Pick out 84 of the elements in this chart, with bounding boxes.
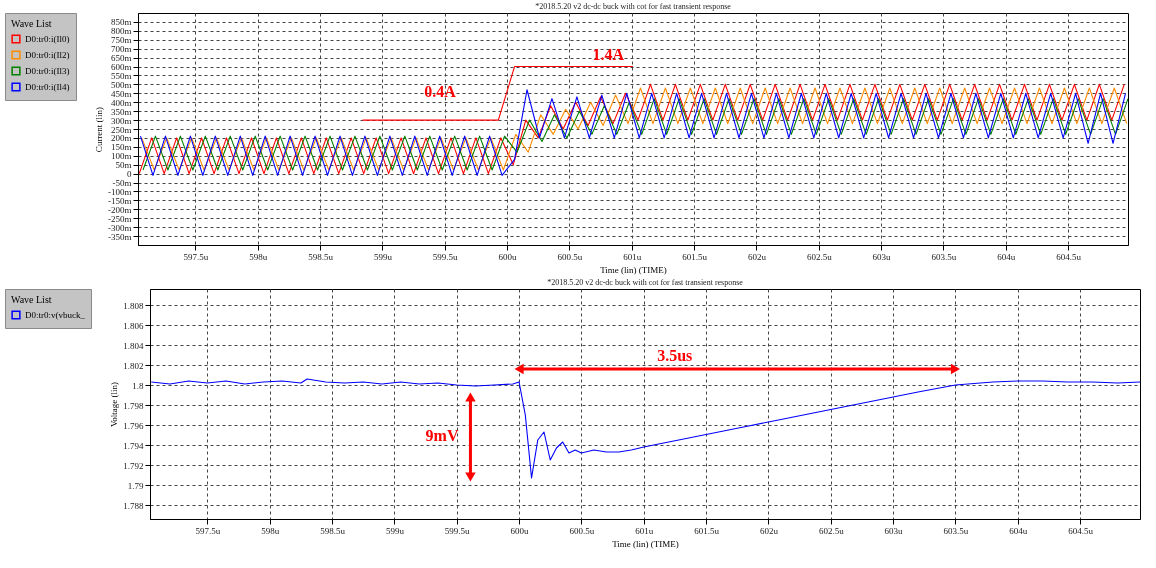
- y-tick-label: -350m: [108, 231, 132, 242]
- y-tick-label: -200m: [108, 204, 132, 215]
- legend-title: Wave List: [11, 294, 52, 305]
- annotation: 1.4A: [592, 45, 625, 63]
- y-tick-label: 1.788: [123, 500, 144, 511]
- y-tick-label: 1.794: [123, 440, 144, 451]
- x-axis-title: Time (lin) (TIME): [612, 538, 679, 549]
- y-tick-label: 1.806: [123, 320, 144, 331]
- x-tick-label: 604.5u: [1068, 525, 1094, 536]
- x-tick-label: 600u: [498, 251, 518, 262]
- annotation: 0.4A: [424, 82, 457, 100]
- y-tick-label: -250m: [108, 213, 132, 224]
- y-tick-label: 1.808: [123, 300, 144, 311]
- annotation: 9mV: [425, 427, 459, 445]
- x-tick-label: 602.5u: [818, 525, 845, 536]
- y-tick-label: 1.802: [123, 360, 144, 371]
- x-tick-label: 601.5u: [682, 251, 708, 262]
- x-tick-label: 601u: [623, 251, 642, 262]
- legend-label: D0:tr0:i(Il3): [25, 66, 70, 76]
- x-tick-label: 598.5u: [320, 525, 346, 536]
- y-tick-label: 850m: [110, 17, 132, 28]
- x-tick-label: 601.5u: [694, 525, 720, 536]
- x-tick-label: 603u: [884, 525, 904, 536]
- y-tick-label: 400m: [110, 97, 132, 108]
- y-axis-title: Current (lin): [94, 106, 104, 153]
- y-tick-label: 200m: [110, 133, 132, 144]
- x-tick-label: 598u: [249, 251, 268, 262]
- y-tick-label: -300m: [108, 222, 132, 233]
- legend-label: D0:tr0:i(Il2): [25, 50, 70, 60]
- x-tick-label: 604u: [1009, 525, 1028, 536]
- chart-title: *2018.5.20 v2 dc-dc buck with cot for fast transient response: [535, 1, 732, 11]
- legend-label: D0:tr0:i(Il0): [25, 34, 70, 44]
- x-tick-label: 602.5u: [806, 251, 833, 262]
- x-tick-label: 604.5u: [1056, 251, 1082, 262]
- y-tick-label: 500m: [110, 79, 132, 90]
- x-tick-label: 598.5u: [308, 251, 334, 262]
- x-tick-label: 603.5u: [931, 251, 957, 262]
- y-tick-label: 1.79: [127, 480, 144, 491]
- x-tick-label: 599.5u: [444, 525, 471, 536]
- y-tick-label: 550m: [110, 70, 132, 81]
- x-axis-title: Time (lin) (TIME): [600, 264, 667, 275]
- x-tick-label: 601u: [635, 525, 654, 536]
- x-tick-label: 600.5u: [557, 251, 583, 262]
- y-tick-label: 1.792: [123, 460, 144, 471]
- y-tick-label: 300m: [110, 115, 132, 126]
- y-tick-label: 1.796: [123, 420, 144, 431]
- x-tick-label: 604u: [997, 251, 1016, 262]
- chart-title: *2018.5.20 v2 dc-dc buck with cot for fast transient response: [547, 277, 744, 287]
- y-tick-label: 700m: [110, 44, 132, 55]
- x-tick-label: 599u: [373, 251, 393, 262]
- y-tick-label: 50m: [115, 160, 132, 171]
- y-tick-label: 100m: [110, 151, 132, 162]
- y-tick-label: 1.8: [132, 380, 144, 391]
- legend-title: Wave List: [11, 18, 52, 29]
- y-tick-label: 650m: [110, 53, 132, 64]
- y-tick-label: 250m: [110, 124, 132, 135]
- y-tick-label: -100m: [108, 186, 132, 197]
- x-tick-label: 598u: [261, 525, 280, 536]
- x-tick-label: 603u: [872, 251, 892, 262]
- x-tick-label: 599.5u: [432, 251, 459, 262]
- annotation: 3.5us: [657, 346, 693, 364]
- x-tick-label: 597.5u: [195, 525, 221, 536]
- y-tick-label: 600m: [110, 62, 132, 73]
- y-tick-label: 450m: [110, 88, 132, 99]
- y-tick-label: 1.798: [123, 400, 144, 411]
- y-tick-label: 350m: [110, 106, 132, 117]
- y-axis-title: Voltage (lin): [109, 381, 120, 428]
- x-tick-label: 600u: [510, 525, 530, 536]
- x-tick-label: 602u: [759, 525, 779, 536]
- x-tick-label: 602u: [747, 251, 767, 262]
- x-tick-label: 597.5u: [183, 251, 209, 262]
- y-tick-label: 800m: [110, 26, 132, 37]
- y-tick-label: -150m: [108, 195, 132, 206]
- y-tick-label: 150m: [110, 142, 132, 153]
- legend-label: D0:tr0:i(Il4): [25, 82, 70, 92]
- x-tick-label: 599u: [385, 525, 405, 536]
- x-tick-label: 603.5u: [943, 525, 969, 536]
- y-tick-label: 0: [127, 169, 132, 180]
- line-series: [150, 378, 1140, 479]
- y-tick-label: -50m: [112, 178, 132, 189]
- y-tick-label: 750m: [110, 35, 132, 46]
- x-tick-label: 600.5u: [569, 525, 595, 536]
- legend-label: D0:tr0:v(vbuck_: [25, 310, 86, 320]
- y-tick-label: 1.804: [123, 340, 144, 351]
